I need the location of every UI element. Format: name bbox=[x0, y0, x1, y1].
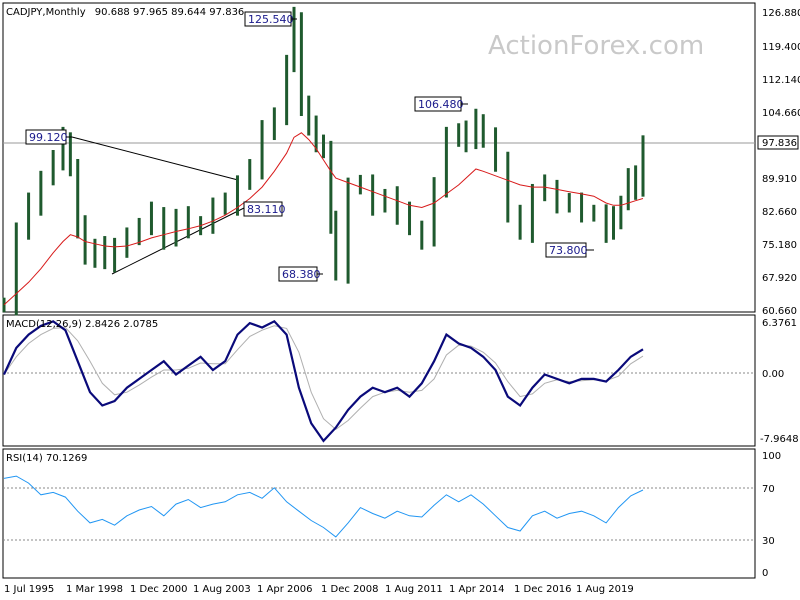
annotation-99120: 99.120 bbox=[25, 129, 72, 145]
price-tick: 119.400 bbox=[762, 42, 800, 53]
symbol-label: CADJPY,Monthly bbox=[6, 7, 86, 18]
annotation-106480: 106.480 bbox=[414, 96, 468, 112]
price-bars bbox=[2, 6, 645, 316]
rsi-line bbox=[3, 475, 644, 538]
price-y-axis: 126.880 119.400 112.140 104.660 89.910 8… bbox=[762, 8, 800, 317]
svg-text:97.836: 97.836 bbox=[762, 138, 797, 149]
annotation-73800: 73.800 bbox=[545, 242, 594, 258]
svg-text:83.110: 83.110 bbox=[247, 203, 286, 216]
x-tick: 1 Mar 1998 bbox=[66, 584, 123, 595]
ohlc-label: 90.688 97.965 89.644 97.836 bbox=[95, 7, 245, 18]
current-price-tag: 97.836 bbox=[757, 135, 799, 150]
rsi-tick: 0 bbox=[762, 568, 768, 579]
price-tick: 126.880 bbox=[762, 8, 800, 19]
annotation-68380: 68.380 bbox=[278, 266, 323, 282]
svg-text:125.540: 125.540 bbox=[248, 13, 294, 26]
macd-tick: 0.00 bbox=[762, 369, 784, 380]
macd-panel-label: MACD(12,26,9) 2.8426 2.0785 bbox=[6, 319, 158, 330]
price-panel bbox=[2, 2, 756, 313]
rsi-tick: 100 bbox=[762, 451, 781, 462]
rsi-tick: 30 bbox=[762, 536, 775, 547]
price-tick: 89.910 bbox=[762, 174, 797, 185]
svg-text:106.480: 106.480 bbox=[418, 98, 464, 111]
price-panel-label: CADJPY,Monthly 90.688 97.965 89.644 97.8… bbox=[6, 7, 244, 18]
x-tick: 1 Aug 2019 bbox=[576, 584, 634, 595]
x-tick: 1 Dec 2008 bbox=[321, 584, 379, 595]
price-tick: 67.920 bbox=[762, 273, 797, 284]
x-tick: 1 Jul 1995 bbox=[4, 584, 54, 595]
price-tick: 60.660 bbox=[762, 306, 797, 317]
x-tick: 1 Apr 2006 bbox=[257, 584, 312, 595]
annotation-83110: 83.110 bbox=[243, 201, 286, 217]
macd-y-axis: 6.3761 0.00 -7.9648 bbox=[760, 318, 799, 445]
price-tick: 112.140 bbox=[762, 75, 800, 86]
svg-text:73.800: 73.800 bbox=[549, 244, 588, 257]
rsi-y-axis: 100 70 30 0 bbox=[762, 451, 781, 579]
price-tick: 82.660 bbox=[762, 207, 797, 218]
macd-line bbox=[3, 319, 644, 443]
macd-tick: -7.9648 bbox=[760, 434, 799, 445]
rsi-panel bbox=[2, 448, 756, 579]
macd-signal-line bbox=[3, 325, 644, 431]
price-tick: 104.660 bbox=[762, 108, 800, 119]
x-tick: 1 Dec 2000 bbox=[130, 584, 188, 595]
rsi-panel-label: RSI(14) 70.1269 bbox=[6, 453, 87, 464]
annotation-125540: 125.540 bbox=[244, 11, 297, 27]
x-axis: 1 Jul 1995 1 Mar 1998 1 Dec 2000 1 Aug 2… bbox=[4, 584, 634, 595]
macd-tick: 6.3761 bbox=[762, 318, 797, 329]
rsi-tick: 70 bbox=[762, 484, 775, 495]
watermark: ActionForex.com bbox=[488, 31, 704, 61]
x-tick: 1 Dec 2016 bbox=[514, 584, 572, 595]
trendline-upper bbox=[71, 136, 239, 181]
x-tick: 1 Aug 2011 bbox=[385, 584, 443, 595]
x-tick: 1 Aug 2003 bbox=[193, 584, 251, 595]
svg-text:99.120: 99.120 bbox=[29, 131, 68, 144]
price-tick: 75.180 bbox=[762, 240, 797, 251]
trendline-lower bbox=[111, 206, 247, 275]
macd-panel bbox=[2, 314, 756, 447]
svg-text:68.380: 68.380 bbox=[282, 268, 321, 281]
moving-average-line bbox=[3, 132, 644, 306]
x-tick: 1 Apr 2014 bbox=[449, 584, 504, 595]
